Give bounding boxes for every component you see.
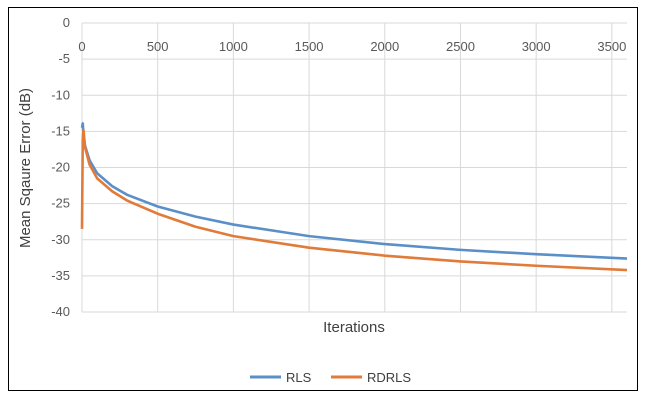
y-tick-label: 0 xyxy=(63,15,70,30)
y-tick-label: -10 xyxy=(51,87,70,102)
gridlines xyxy=(81,22,627,313)
legend-label-rls: RLS xyxy=(286,370,312,385)
x-tick-label: 500 xyxy=(147,39,169,54)
y-tick-label: -35 xyxy=(51,268,70,283)
y-tick-label: -30 xyxy=(51,232,70,247)
series-line-rdrls xyxy=(80,128,628,272)
x-tick-label: 0 xyxy=(78,39,85,54)
x-tick-labels: 0 500 1000 1500 2000 2500 3000 3500 xyxy=(78,39,626,54)
series-line-rls xyxy=(80,122,628,260)
y-tick-label: -40 xyxy=(51,304,70,319)
x-tick-label: 1500 xyxy=(295,39,324,54)
x-tick-label: 3500 xyxy=(597,39,626,54)
chart-frame xyxy=(8,7,638,391)
x-tick-label: 2500 xyxy=(446,39,475,54)
x-tick-label: 3000 xyxy=(522,39,551,54)
series-lines xyxy=(80,122,628,272)
legend-label-rdrls: RDRLS xyxy=(367,370,411,385)
y-axis-title: Mean Sqaure Error (dB) xyxy=(17,88,34,248)
y-tick-label: -5 xyxy=(58,51,70,66)
legend: RLS RDRLS xyxy=(250,370,411,385)
y-tick-label: -20 xyxy=(51,160,70,175)
x-axis-title: Iterations xyxy=(323,319,385,336)
x-tick-label: 1000 xyxy=(219,39,248,54)
x-tick-label: 2000 xyxy=(370,39,399,54)
y-tick-label: -15 xyxy=(51,123,70,138)
y-tick-labels: 0 -5 -10 -15 -20 -25 -30 -35 -40 xyxy=(51,15,70,319)
y-tick-label: -25 xyxy=(51,196,70,211)
